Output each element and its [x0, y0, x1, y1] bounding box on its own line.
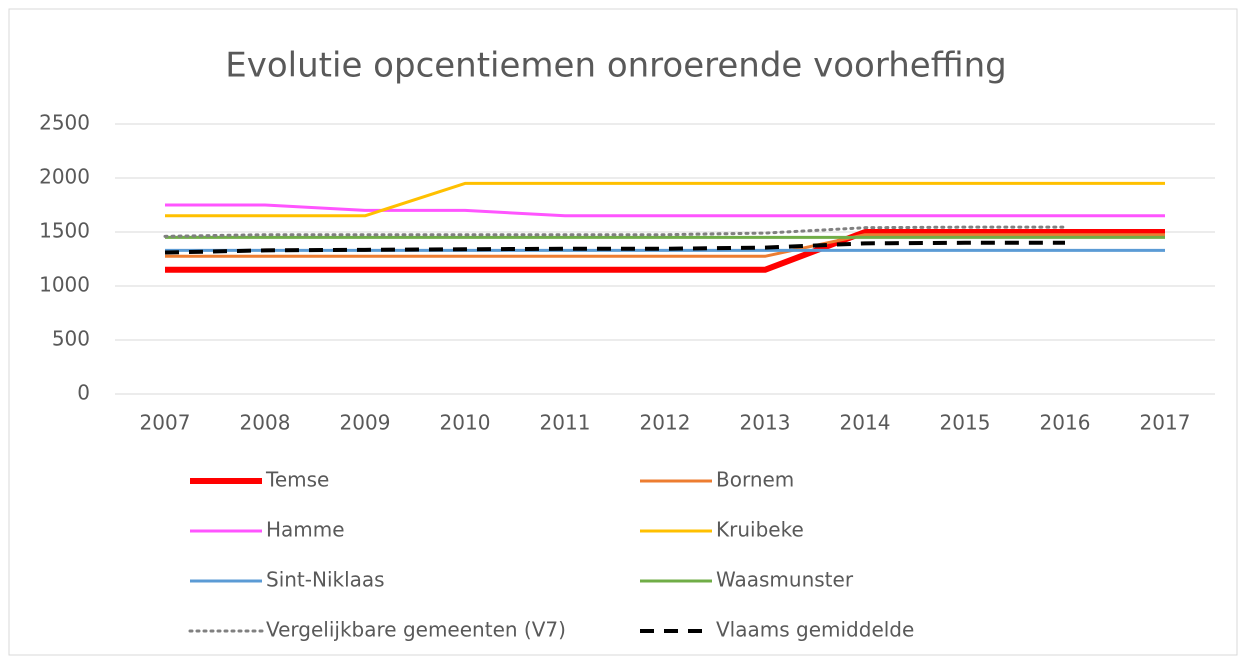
y-tick-label: 1500	[39, 219, 90, 243]
x-tick-label: 2010	[440, 411, 491, 435]
chart-frame	[8, 8, 1238, 656]
legend-label: Bornem	[716, 468, 794, 492]
legend-label: Vlaams gemiddelde	[716, 618, 914, 642]
series-line	[164, 240, 1065, 255]
y-tick-label: 1000	[39, 273, 90, 297]
legend-label: Hamme	[266, 518, 345, 542]
series-line	[163, 225, 1067, 238]
x-tick-label: 2007	[140, 411, 191, 435]
x-tick-label: 2008	[240, 411, 291, 435]
x-tick-label: 2013	[740, 411, 791, 435]
legend-label: Waasmunster	[716, 568, 854, 592]
legend-label: Temse	[265, 468, 329, 492]
y-tick-label: 0	[77, 381, 90, 405]
x-tick-label: 2015	[940, 411, 991, 435]
series-line	[165, 229, 1165, 273]
x-tick-label: 2011	[540, 411, 591, 435]
series-line	[165, 233, 1165, 258]
chart-title: Evolutie opcentiemen onroerende voorheff…	[225, 46, 1006, 86]
x-tick-label: 2014	[840, 411, 891, 435]
y-tick-label: 2500	[39, 111, 90, 135]
series-line	[165, 181, 1165, 218]
series-line	[165, 203, 1165, 218]
legend-label: Vergelijkbare gemeenten (V7)	[266, 618, 566, 642]
legend-label: Sint-Niklaas	[266, 568, 385, 592]
y-tick-label: 2000	[39, 165, 90, 189]
x-tick-label: 2017	[1140, 411, 1191, 435]
legend-label: Kruibeke	[716, 518, 804, 542]
y-tick-label: 500	[52, 327, 90, 351]
x-tick-label: 2016	[1040, 411, 1091, 435]
x-tick-label: 2012	[640, 411, 691, 435]
x-tick-label: 2009	[340, 411, 391, 435]
